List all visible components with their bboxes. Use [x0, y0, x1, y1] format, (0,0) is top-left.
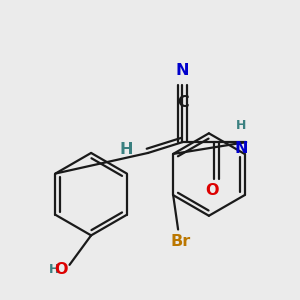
Text: N: N — [176, 63, 189, 78]
Text: N: N — [235, 141, 248, 156]
Text: H: H — [236, 119, 247, 132]
Text: H: H — [49, 263, 60, 276]
Text: O: O — [205, 183, 219, 198]
Text: C: C — [178, 95, 189, 110]
Text: O: O — [54, 262, 68, 277]
Text: H: H — [120, 142, 133, 157]
Text: Br: Br — [171, 234, 191, 249]
